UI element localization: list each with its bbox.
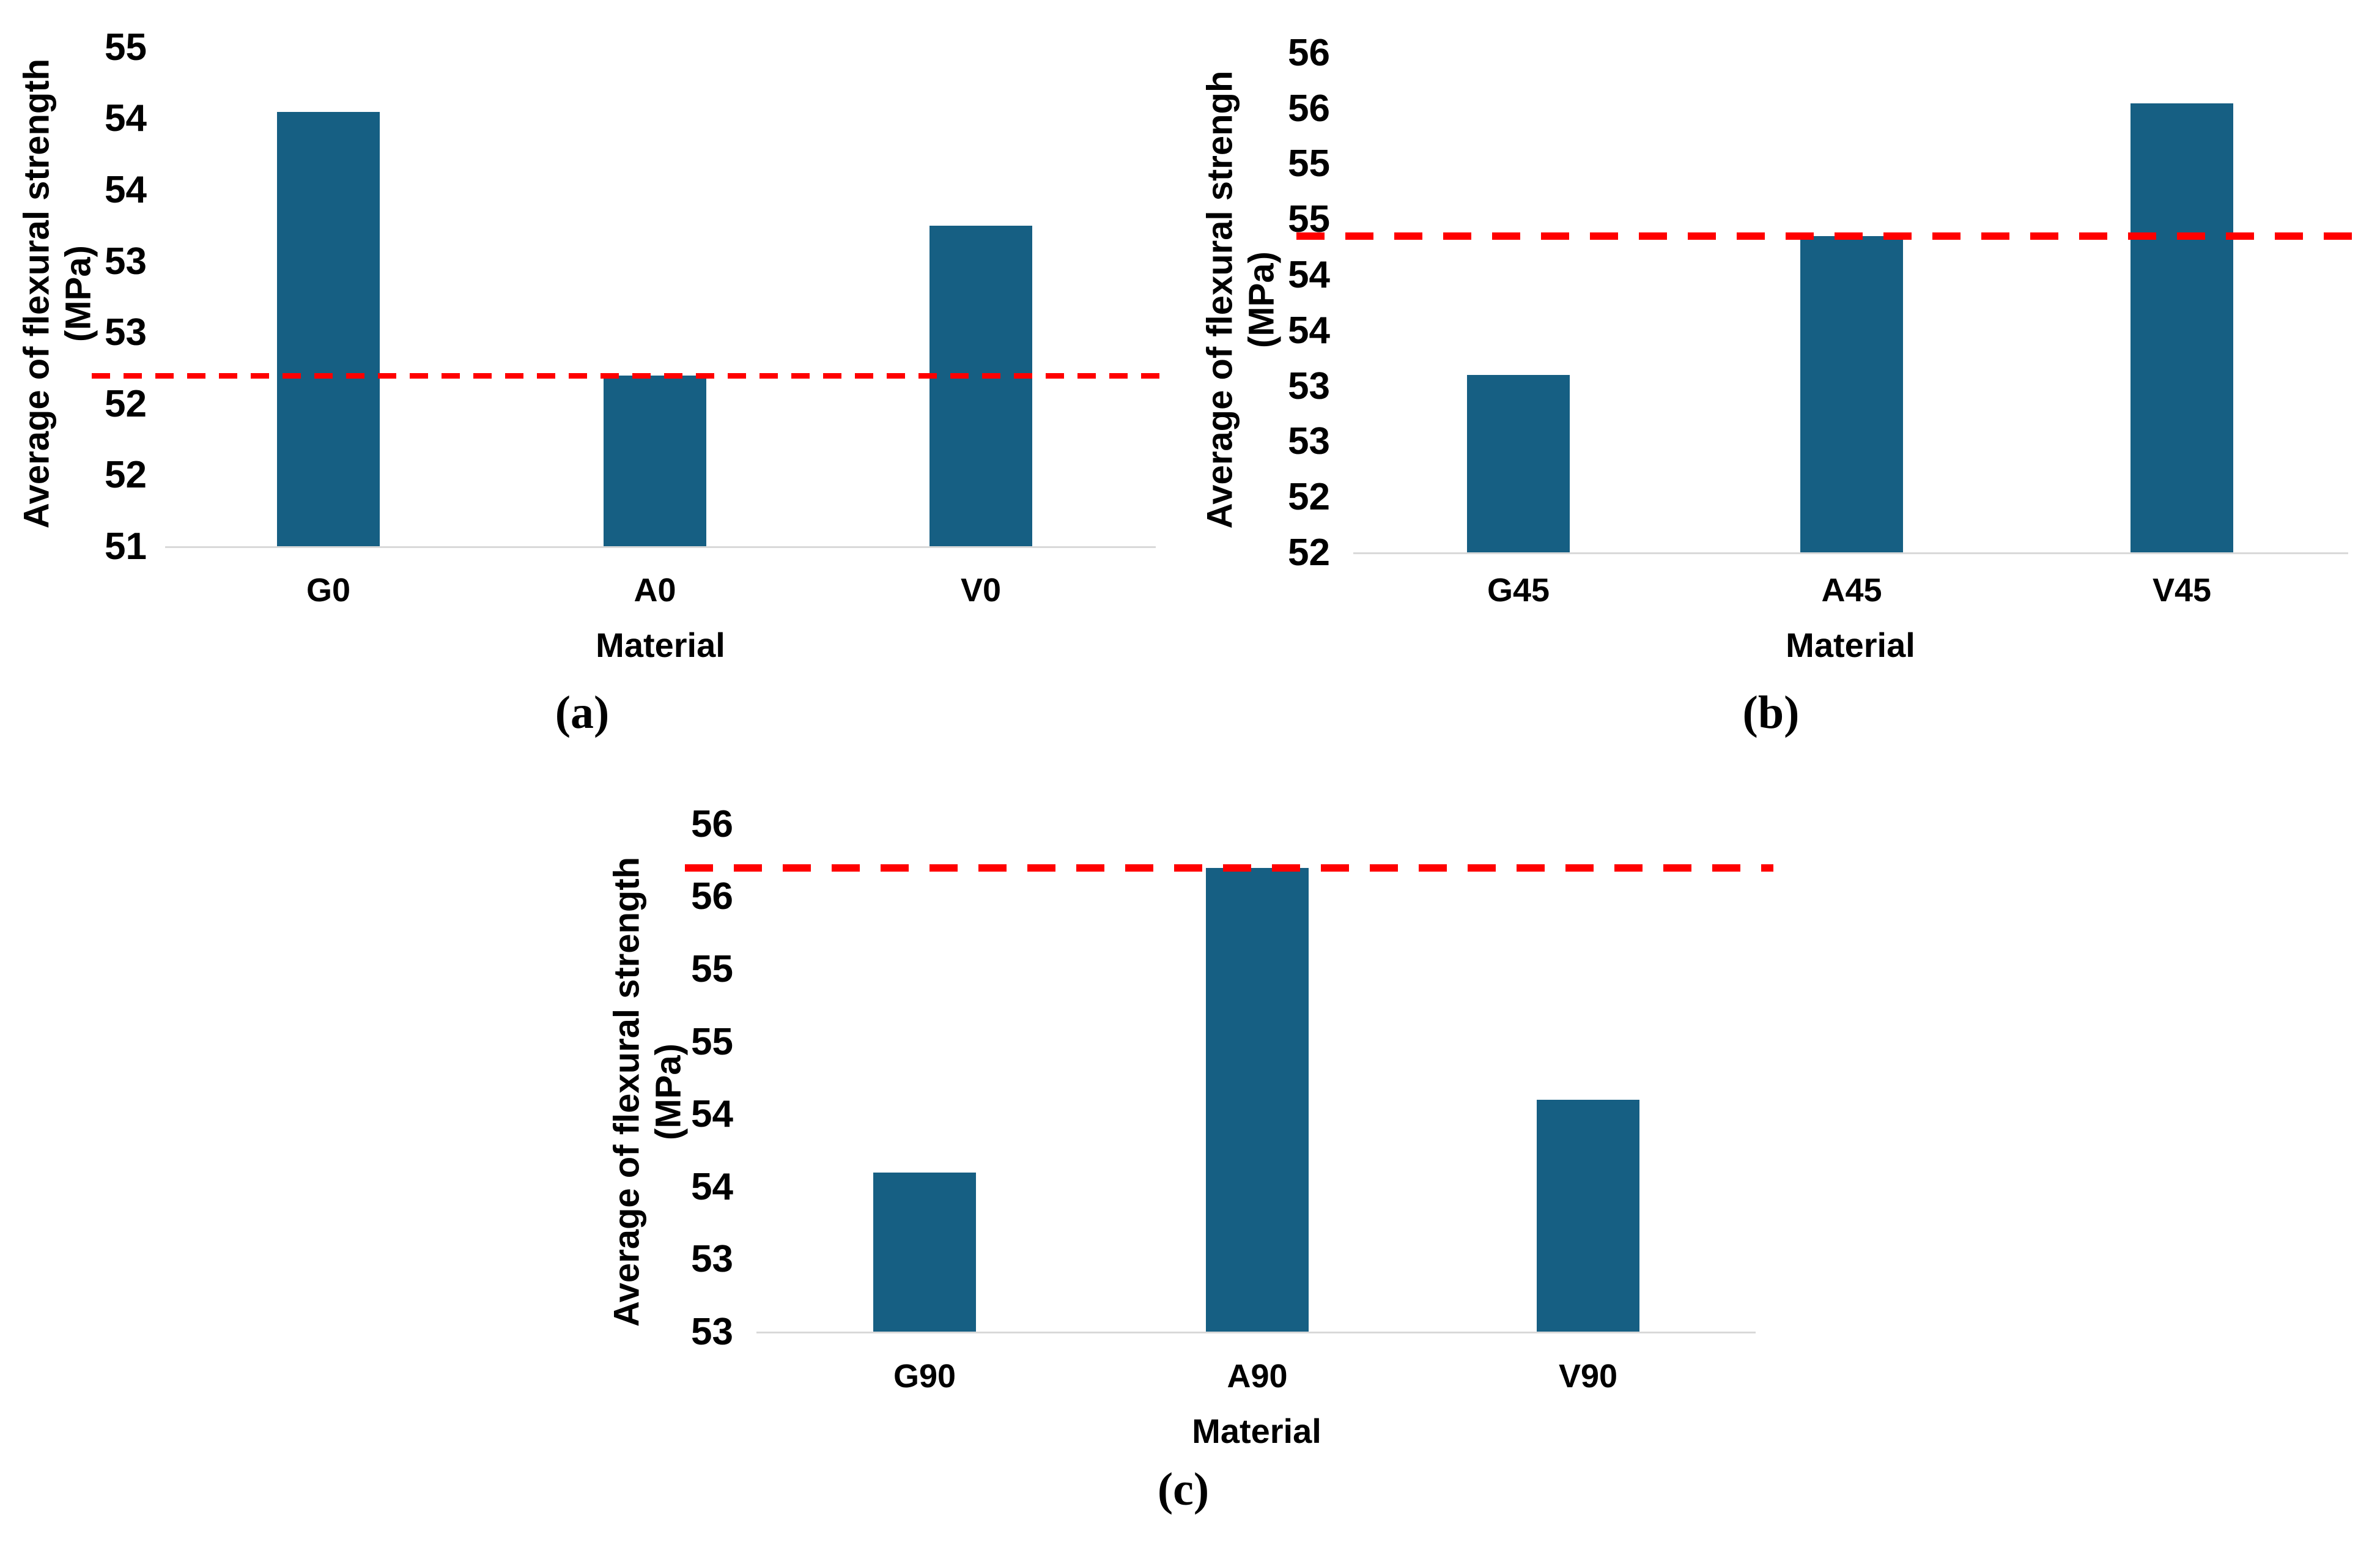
bar-G90 <box>873 1173 976 1332</box>
panel-caption-c: (c) <box>1157 1464 1210 1515</box>
bar-A90 <box>1206 867 1309 1332</box>
y-axis-title: Average of flexural strength (MPa) <box>607 857 690 1327</box>
y-tick-label: 54 <box>105 169 147 211</box>
y-tick-label: 55 <box>691 948 733 990</box>
y-tick-label: 52 <box>1288 532 1330 574</box>
y-tick-label: 51 <box>105 525 147 568</box>
x-category-label-V90: V90 <box>1558 1358 1618 1395</box>
x-axis-line <box>1353 552 2348 554</box>
y-tick-label: 52 <box>105 454 147 497</box>
y-tick-label: 54 <box>1288 309 1330 352</box>
y-tick-label: 54 <box>691 1165 733 1208</box>
reference-dashed-line <box>685 864 1773 872</box>
y-axis-title-line1: Average of flexural strength <box>607 856 647 1327</box>
y-axis-title-line1: Average of flexural strengh <box>1200 70 1240 529</box>
reference-dashed-line <box>92 373 1165 379</box>
y-tick-label: 53 <box>1288 365 1330 407</box>
y-tick-label: 56 <box>1288 87 1330 130</box>
x-category-label-G45: G45 <box>1487 572 1550 609</box>
x-axis-title: Material <box>1192 1412 1321 1450</box>
y-tick-label: 52 <box>105 382 147 425</box>
bar-G0 <box>277 111 380 547</box>
x-axis-title: Material <box>1786 626 1915 664</box>
x-category-label-A45: A45 <box>1821 572 1882 609</box>
bar-V90 <box>1537 1100 1639 1332</box>
y-tick-label: 55 <box>691 1020 733 1063</box>
panel-caption-b: (b) <box>1742 687 1800 738</box>
y-tick-label: 53 <box>105 240 147 283</box>
x-axis-line <box>165 546 1156 548</box>
panel-caption-a: (a) <box>555 687 610 738</box>
x-category-label-G0: G0 <box>306 572 351 609</box>
bar-A0 <box>604 376 706 547</box>
y-tick-label: 55 <box>1288 143 1330 185</box>
x-category-label-V45: V45 <box>2152 572 2212 609</box>
x-category-label-V0: V0 <box>960 572 1002 609</box>
y-axis-title: Average of flexural strengh (MPa) <box>1200 71 1284 529</box>
y-tick-label: 52 <box>1288 476 1330 519</box>
y-tick-label: 56 <box>691 875 733 918</box>
y-axis-title-line2: (MPa) <box>1242 251 1282 348</box>
y-tick-label: 54 <box>105 97 147 140</box>
y-tick-label: 53 <box>691 1238 733 1281</box>
y-tick-label: 53 <box>105 311 147 354</box>
x-category-label-G90: G90 <box>893 1358 956 1395</box>
y-axis-title: Average of flexural strength (MPa) <box>17 59 100 528</box>
y-tick-label: 56 <box>691 803 733 845</box>
y-tick-label: 53 <box>691 1311 733 1353</box>
y-axis-title-line2: (MPa) <box>649 1043 689 1140</box>
y-tick-label: 56 <box>1288 31 1330 74</box>
y-tick-label: 55 <box>105 26 147 69</box>
bar-V0 <box>929 226 1032 547</box>
bar-G45 <box>1467 375 1570 553</box>
y-tick-label: 53 <box>1288 420 1330 463</box>
y-tick-label: 54 <box>1288 254 1330 296</box>
reference-dashed-line <box>1296 232 2373 240</box>
y-axis-title-line1: Average of flexural strength <box>17 58 57 529</box>
x-axis-line <box>756 1332 1756 1333</box>
x-category-label-A0: A0 <box>634 572 676 609</box>
y-axis-title-line2: (MPa) <box>59 245 98 342</box>
x-category-label-A90: A90 <box>1227 1358 1288 1395</box>
x-axis-title: Material <box>596 626 725 664</box>
bar-A45 <box>1800 236 1903 553</box>
y-tick-label: 55 <box>1288 198 1330 241</box>
bar-V45 <box>2131 103 2233 553</box>
y-tick-label: 54 <box>691 1093 733 1136</box>
